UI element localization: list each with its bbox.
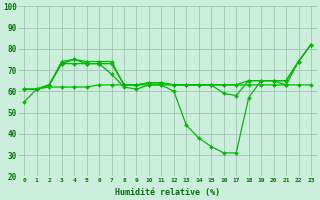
X-axis label: Humidité relative (%): Humidité relative (%): [115, 188, 220, 197]
